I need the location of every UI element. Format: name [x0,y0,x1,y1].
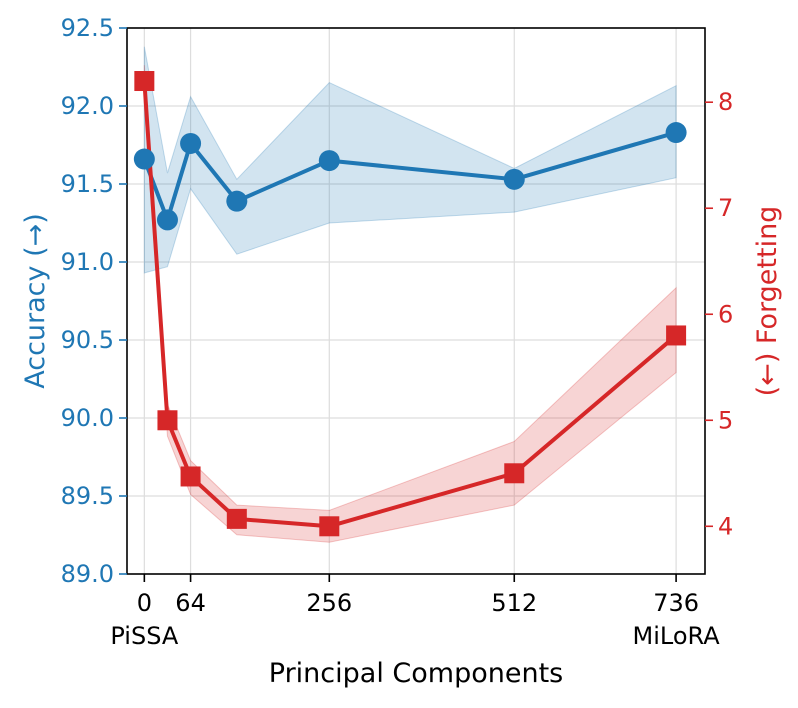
left-y-tick-label: 89.0 [61,560,114,588]
forgetting-point [319,516,340,537]
left-y-axis-label: Accuracy (→) [20,213,51,389]
forgetting-point [157,410,178,431]
left-y-tick-label: 92.0 [61,92,114,120]
accuracy-error-band [143,46,677,274]
plot-frame [126,27,706,575]
left-y-tick-label: 90.5 [61,326,114,354]
x-axis-label: Principal Components [269,658,563,689]
right-y-tick-label: 5 [718,406,733,434]
forgetting-point [134,71,155,92]
x-tick-label: 736 [653,589,699,617]
error-bands [143,46,677,543]
right-y-tick-label: 7 [718,194,733,222]
accuracy-point [503,168,525,190]
forgetting-point [666,325,687,346]
right-y-tick-label: 8 [718,88,733,116]
accuracy-point [318,150,340,172]
right-y-axis-label: (←) Forgetting [752,206,783,397]
x-tick-label: 512 [491,589,537,617]
left-y-tick-label: 89.5 [61,482,114,510]
x-tick-sublabel: PiSSA [110,622,179,650]
x-tick-label: 64 [175,589,206,617]
left-y-tick-label: 91.0 [61,248,114,276]
accuracy-point [133,148,155,170]
x-tick-label: 256 [306,589,352,617]
forgetting-point [226,508,247,529]
accuracy-point [226,190,248,212]
x-tick-sublabel: MiLoRA [633,622,721,650]
forgetting-error-band [143,65,677,543]
left-y-tick-label: 90.0 [61,404,114,432]
accuracy-point [180,132,202,154]
accuracy-point [665,122,687,144]
left-y-tick-label: 91.5 [61,170,114,198]
series-markers [133,71,687,537]
x-tick-label: 0 [137,589,152,617]
right-y-tick-label: 6 [718,300,733,328]
right-y-tick-label: 4 [718,512,733,540]
accuracy-point [156,209,178,231]
forgetting-point [180,466,201,487]
left-y-tick-label: 92.5 [61,14,114,42]
forgetting-point [504,463,525,484]
